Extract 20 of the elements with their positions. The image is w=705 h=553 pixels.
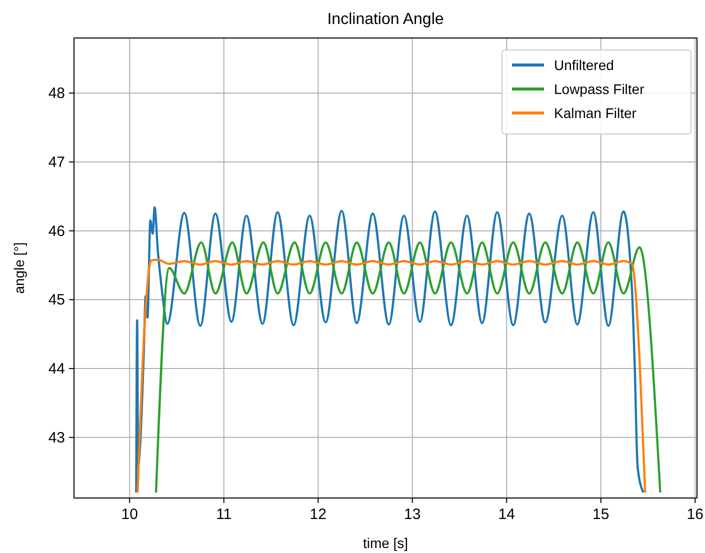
x-tick-label: 13	[404, 506, 421, 523]
y-axis-title: angle [°]	[11, 242, 27, 294]
x-tick-label: 12	[310, 506, 326, 523]
y-tick-label: 43	[48, 429, 65, 446]
line-series	[135, 206, 644, 494]
x-tick-label: 15	[592, 506, 610, 523]
x-axis-title: time [s]	[362, 535, 408, 551]
legend-label: Lowpass Filter	[554, 81, 645, 97]
y-tick-label: 44	[48, 360, 65, 378]
y-tick-label: 46	[48, 222, 65, 240]
y-tick-label: 47	[48, 154, 65, 171]
y-tick-label: 45	[48, 292, 65, 309]
x-tick-label: 14	[498, 506, 515, 523]
chart-title: Inclination Angle	[327, 11, 444, 28]
x-tick-label: 11	[216, 506, 232, 523]
legend-label: Kalman Filter	[554, 105, 637, 121]
x-tick-label: 10	[121, 506, 138, 523]
x-tick-label: 16	[686, 506, 704, 523]
y-tick-label: 48	[48, 85, 65, 102]
legend-label: Unfiltered	[554, 57, 614, 73]
